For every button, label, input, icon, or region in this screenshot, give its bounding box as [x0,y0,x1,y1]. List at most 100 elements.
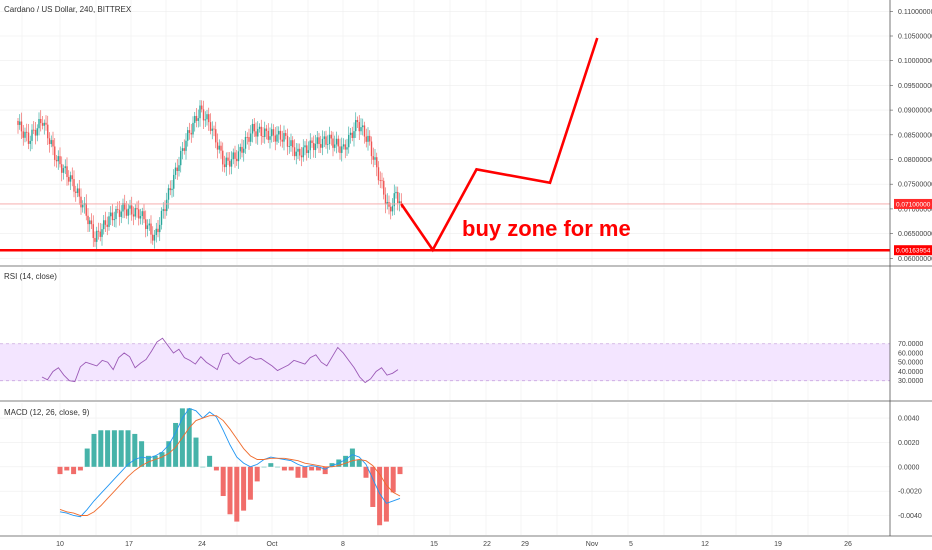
macd-bar [152,455,158,467]
macd-bar [275,466,281,468]
candle-body [45,122,47,125]
macd-bar [254,466,260,482]
candle-body [311,140,313,144]
macd-bar [132,433,138,467]
candle-body [136,208,138,210]
candle-body [24,131,26,138]
candle-body [234,152,236,159]
candle-body [127,208,129,216]
price-tag-label: 0.07100000 [896,201,931,208]
candle-body [264,128,266,137]
candle-body [388,202,390,207]
candle-body [209,122,212,131]
candle-body [353,131,355,138]
candle-body [367,135,369,142]
price-tick-label: 0.11000000 [898,9,932,16]
candle-body [230,159,233,167]
candle-body [26,131,28,133]
candle-body [309,140,311,151]
macd-bar [261,466,267,468]
buy-zone-annotation[interactable]: buy zone for me [462,216,631,241]
candle-body [173,174,175,189]
candle-body [206,114,208,120]
macd-bar [159,452,165,467]
candle-body [68,177,70,182]
candle-body [271,129,273,137]
candle-body [85,203,87,216]
candle-body [215,129,217,143]
candle-body [208,114,210,123]
candle-body [321,138,324,148]
candle-body [145,219,147,230]
candle-body [318,137,320,145]
candle-body [307,150,310,154]
macd-bar [343,455,349,467]
candle-body [162,209,164,211]
candle-body [125,209,128,216]
pane-separators [0,0,932,537]
time-axis-label: 8 [341,541,345,548]
macd-bar [125,430,131,467]
candle-body [97,230,100,232]
candle-body [223,164,226,168]
candle-body [92,224,94,239]
candle-body [197,118,199,121]
macd-tick-label: -0.0020 [898,489,922,496]
candle-body [265,128,268,131]
candle-body [213,128,215,130]
macd-bar [363,466,369,478]
candle-body [20,121,23,132]
candle-body [281,139,283,142]
candle-body [50,140,52,145]
macd-bar [207,455,213,467]
candle-body [17,120,19,125]
y-axis-scales[interactable]: 0.11000000 0.10500000 0.10000000 0.09500000… [890,9,932,520]
candle-body [66,166,68,178]
candle-body [122,203,124,212]
candle-body [323,136,325,139]
candle-body [258,126,261,129]
macd-bar [111,430,117,467]
candle-body [334,144,336,148]
macd-bar [383,466,389,522]
macd-bar [329,463,335,467]
candle-body [138,209,140,219]
price-pane[interactable]: Cardano / US Dollar, 240, BITTREX buy zo… [0,5,890,253]
time-axis-label: Nov [586,541,599,548]
macd-pane[interactable]: MACD (12, 26, close, 9) [4,407,403,526]
candle-body [216,142,219,150]
rsi-tick-label: 40.0000 [898,369,923,376]
candle-body [89,220,91,225]
price-tick-label: 0.08000000 [898,157,932,164]
macd-bar [268,463,274,467]
candle-body [236,158,238,162]
projection-path[interactable] [400,37,599,253]
candle-body [40,118,42,124]
time-axis-label: 22 [483,541,491,548]
macd-bar [315,466,321,471]
candle-body [241,146,243,153]
candle-body [260,126,262,137]
candle-body [314,143,317,151]
candle-body [279,130,282,140]
time-axis[interactable]: 10 17 24 Oct 8 15 22 29 Nov 5 12 19 26 [56,541,852,548]
time-axis-label: 5 [629,541,633,548]
candle-body [174,167,177,175]
candle-body [288,146,290,147]
macd-line [59,407,401,518]
macd-bar [145,455,151,467]
price-tag [894,198,932,209]
time-axis-label: 10 [56,541,64,548]
candle-body [395,191,397,194]
candle-body [87,215,89,225]
candle-body [110,212,112,217]
candle-body [218,145,220,150]
candle-body [332,138,334,148]
rsi-pane[interactable]: RSI (14, close) [0,272,890,384]
macd-bar [390,466,396,493]
candle-body [267,130,269,140]
candle-body [167,188,170,200]
candle-body [171,188,173,191]
candle-body [204,119,206,121]
